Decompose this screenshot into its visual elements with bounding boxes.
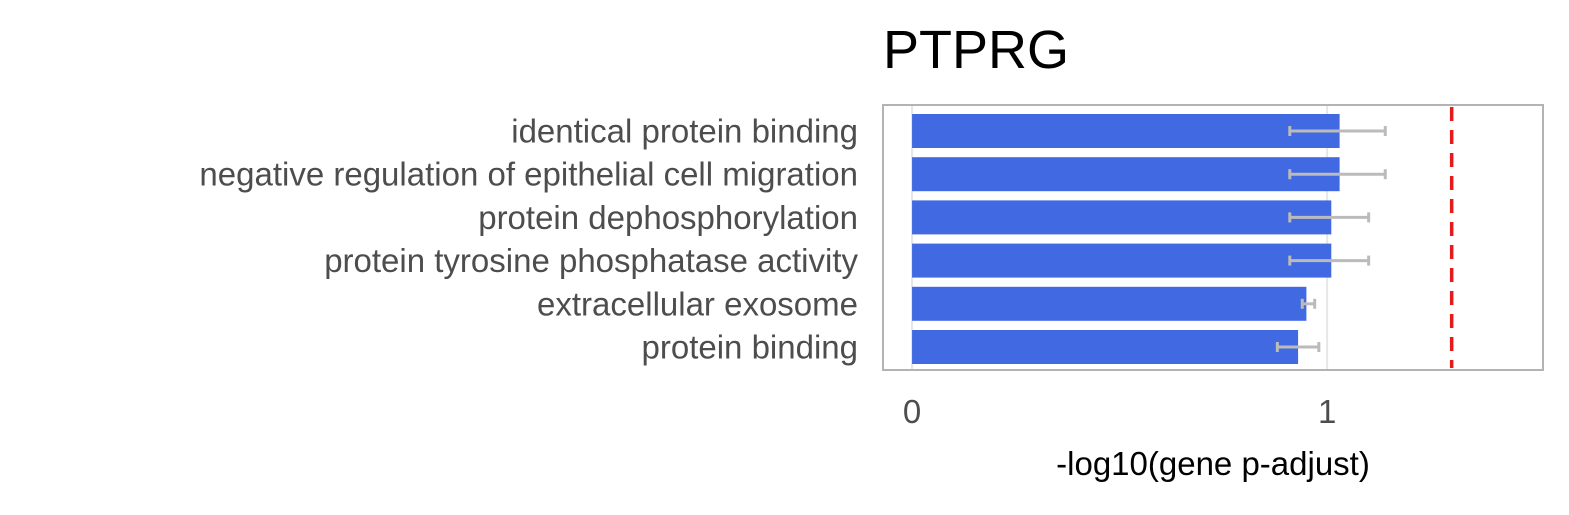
category-label-4: extracellular exosome (537, 285, 858, 322)
bar-3 (912, 243, 1332, 278)
error-bars (1275, 126, 1387, 352)
plot-frame (882, 104, 1544, 371)
bar-0 (912, 114, 1340, 148)
category-label-2: protein dephosphorylation (478, 199, 858, 236)
category-labels: identical protein binding negative regula… (199, 113, 858, 366)
bar-5 (912, 330, 1299, 364)
x-tick-label-0: 0 (903, 393, 921, 430)
category-label-1: negative regulation of epithelial cell m… (199, 156, 858, 193)
category-label-5: protein binding (642, 329, 859, 366)
grid-lines (911, 105, 1329, 370)
bar-4 (912, 286, 1307, 321)
bars (912, 114, 1340, 364)
bar-2 (912, 200, 1332, 235)
x-tick-label-1: 1 (1318, 393, 1336, 430)
category-label-3: protein tyrosine phosphatase activity (324, 242, 858, 279)
bar-1 (912, 157, 1340, 192)
chart-title: PTPRG (883, 20, 1069, 80)
category-label-0: identical protein binding (511, 113, 858, 150)
x-axis-label: -log10(gene p-adjust) (1056, 445, 1370, 482)
